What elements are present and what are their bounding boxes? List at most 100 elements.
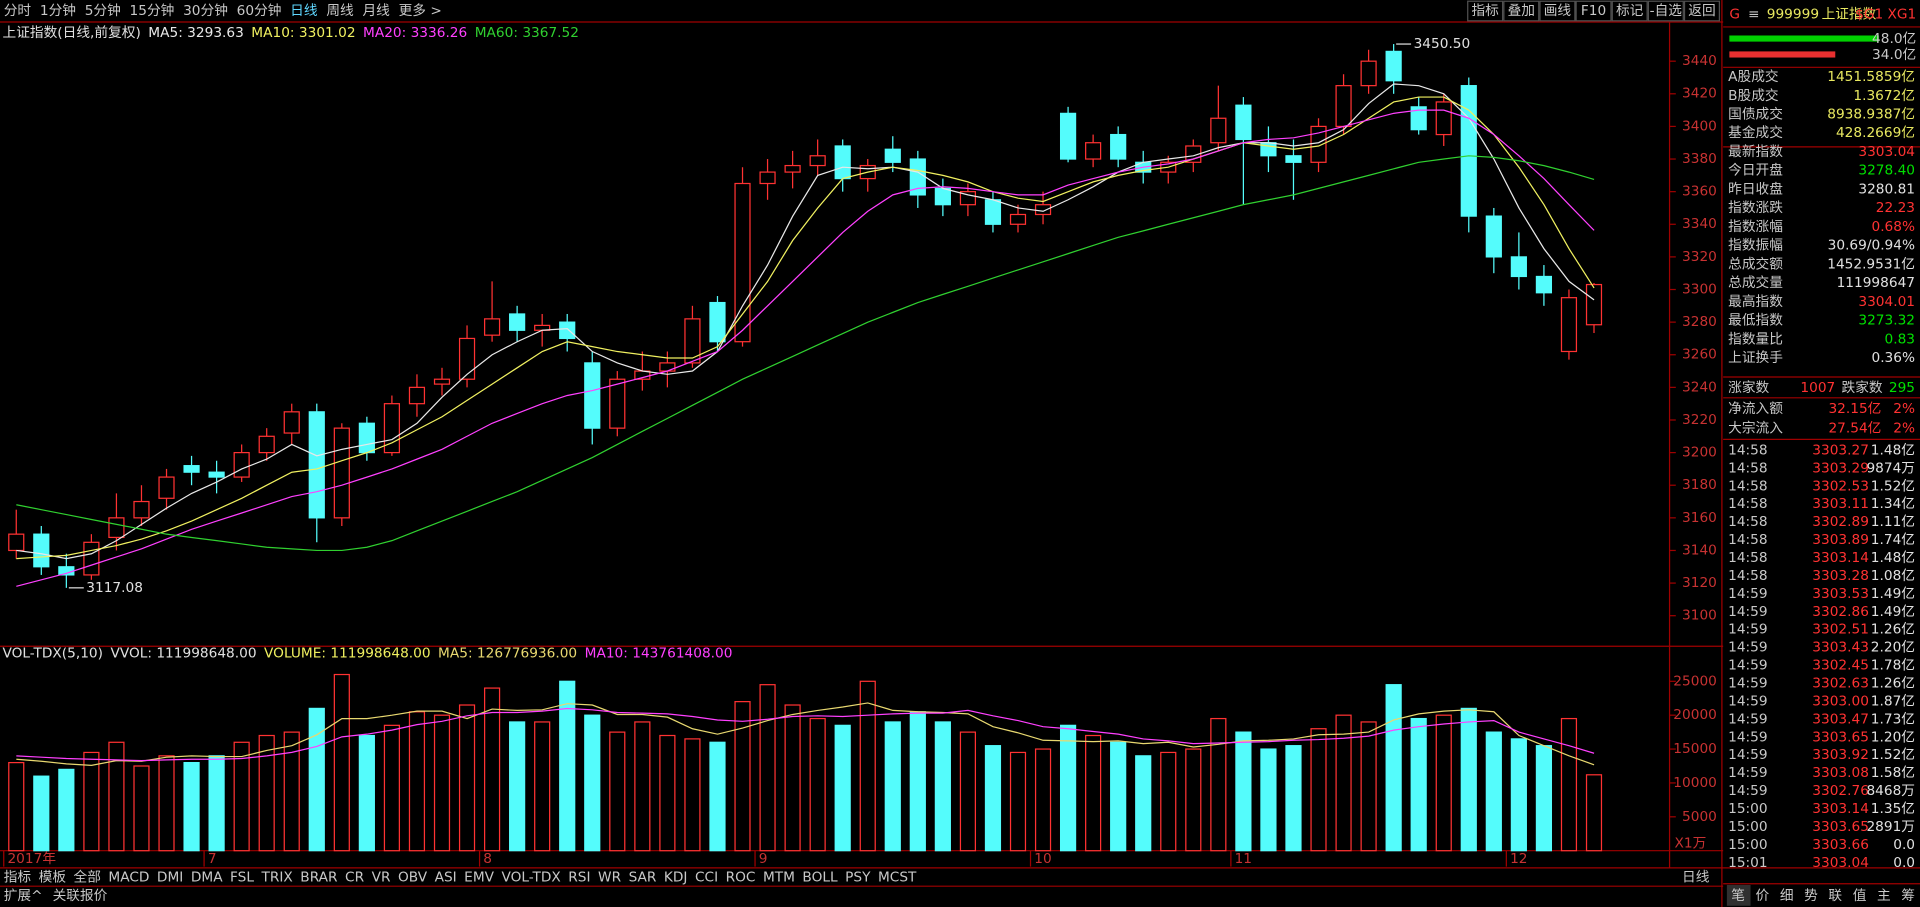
period-tab[interactable]: 月线 [362, 3, 390, 19]
indicator-tab[interactable]: KDJ [664, 870, 688, 886]
toolbar-button[interactable]: F10 [1581, 3, 1606, 19]
y-tick-label: 25000 [1673, 673, 1717, 689]
period-tab[interactable]: 5分钟 [85, 2, 121, 19]
period-tab[interactable]: 日线 [290, 3, 318, 19]
legend-item: 上证指数(日线,前复权) [2, 24, 140, 41]
indicator-tab[interactable]: RSI [568, 870, 590, 886]
indicator-tab[interactable]: CCI [695, 870, 718, 886]
trade-time: 14:59 [1728, 765, 1767, 781]
y-tick-label: 3160 [1682, 510, 1717, 526]
trade-price: 3303.08 [1812, 765, 1869, 781]
panel-tab[interactable]: 势 [1804, 888, 1818, 904]
trade-time: 14:58 [1728, 532, 1767, 548]
indicator-tab[interactable]: VR [372, 870, 391, 886]
candle-body [784, 164, 801, 173]
period-tab[interactable]: 周线 [326, 3, 354, 19]
toolbar-button[interactable]: 指标 [1471, 3, 1498, 19]
footer-tab[interactable]: 扩展^ [4, 888, 43, 904]
indicator-tab[interactable]: BRAR [300, 870, 338, 886]
indicator-tab[interactable]: SAR [629, 870, 657, 886]
indicator-tab[interactable]: 模板 [39, 870, 67, 886]
trade-price: 3303.27 [1812, 443, 1869, 459]
period-tab[interactable]: 30分钟 [183, 2, 228, 19]
candle-body [258, 435, 275, 454]
row-label: 基金成交 [1728, 124, 1783, 141]
volume-bar [1485, 731, 1502, 852]
candle-body [133, 500, 150, 519]
period-tab[interactable]: 1分钟 [40, 2, 76, 19]
panel-tab[interactable]: 联 [1828, 888, 1842, 904]
candle-body [1410, 106, 1427, 131]
indicator-tab[interactable]: BOLL [802, 870, 838, 886]
toolbar-button[interactable]: 返回 [1688, 3, 1715, 19]
trade-volume: 1.58亿 [1871, 765, 1915, 781]
footer-tab[interactable]: 关联报价 [53, 888, 108, 904]
period-tab[interactable]: 分时 [4, 3, 32, 19]
period-tab[interactable]: 15分钟 [130, 2, 175, 19]
toolbar-button[interactable]: 画线 [1544, 3, 1572, 19]
indicator-tab[interactable]: WR [598, 870, 622, 886]
y-tick-label: 3100 [1682, 608, 1717, 624]
indicator-tab[interactable]: EMV [464, 870, 495, 886]
panel-tab[interactable]: 细 [1780, 888, 1794, 904]
menu[interactable]: ≡ [1748, 7, 1759, 23]
ma-line [16, 109, 1595, 587]
indicator-tab[interactable]: 指标 [4, 870, 31, 886]
row-value: 1452.9531亿 [1827, 256, 1915, 272]
trade-price: 3303.65 [1812, 819, 1869, 835]
row-value: 0.68% [1871, 219, 1915, 235]
indicator-tab[interactable]: ROC [726, 870, 756, 886]
indicator-tab[interactable]: FSL [230, 870, 254, 886]
indicator-tab[interactable]: CR [345, 870, 365, 886]
candle-body [1085, 142, 1102, 160]
volume-bar [909, 711, 926, 852]
volume-bar [1460, 707, 1477, 852]
indicator-tab[interactable]: MTM [763, 870, 795, 886]
panel-tab[interactable]: 价 [1756, 888, 1770, 904]
indicator-tab[interactable]: VOL-TDX [502, 870, 561, 886]
candle-body [934, 187, 951, 206]
panel-tab[interactable]: 主 [1877, 888, 1891, 904]
toolbar-button[interactable]: 叠加 [1508, 3, 1535, 19]
candle-body [283, 411, 300, 434]
indicator-tab[interactable]: DMA [191, 870, 223, 886]
row-value: 111998647 [1837, 275, 1915, 291]
volume-bar [1135, 755, 1152, 852]
x-tick-label: 11 [1235, 851, 1252, 867]
candle-body [709, 301, 726, 343]
trade-volume: 1.11亿 [1871, 514, 1915, 530]
toolbar-button[interactable]: 标记 [1616, 3, 1644, 19]
indicator-tab[interactable]: PSY [845, 870, 871, 886]
indicator-tab[interactable]: MACD [108, 870, 149, 886]
row-label: 最高指数 [1728, 293, 1783, 310]
trade-time: 14:59 [1728, 711, 1767, 727]
y-tick-label: 3300 [1682, 282, 1717, 298]
indicator-tab[interactable]: TRIX [260, 870, 292, 886]
volume-bar [1059, 724, 1077, 852]
trade-price: 3303.28 [1812, 568, 1869, 584]
indicator-tab[interactable]: DMI [157, 870, 183, 886]
panel-tab[interactable]: 值 [1853, 888, 1867, 904]
y-tick-label: 3240 [1682, 379, 1717, 395]
indicator-tab[interactable]: 全部 [74, 869, 101, 886]
trade-time: 14:58 [1728, 550, 1767, 566]
panel-tab[interactable]: 笔 [1731, 888, 1745, 904]
row-value: 0.83 [1885, 331, 1916, 347]
indicator-tab[interactable]: MCST [878, 870, 917, 886]
indicator-tab[interactable]: OBV [398, 870, 428, 886]
volume-bar [1185, 748, 1202, 852]
period-tab[interactable]: 更多 > [399, 2, 442, 19]
period-tab[interactable]: 60分钟 [237, 2, 282, 19]
indicator-tab[interactable]: ASI [435, 870, 457, 886]
trade-price: 3303.00 [1812, 694, 1869, 710]
candle-body [1560, 297, 1578, 353]
volume-bar [208, 755, 225, 852]
volume-bar [1535, 745, 1553, 852]
toolbar-button[interactable]: -自选 [1650, 3, 1683, 19]
legend-item: VOL-TDX(5,10) [2, 646, 102, 662]
panel-tab[interactable]: 筹 [1901, 887, 1915, 904]
candle-body [1535, 275, 1553, 294]
toolbar-button-frame [1503, 0, 1540, 22]
trade-volume: 1.49亿 [1871, 604, 1915, 620]
